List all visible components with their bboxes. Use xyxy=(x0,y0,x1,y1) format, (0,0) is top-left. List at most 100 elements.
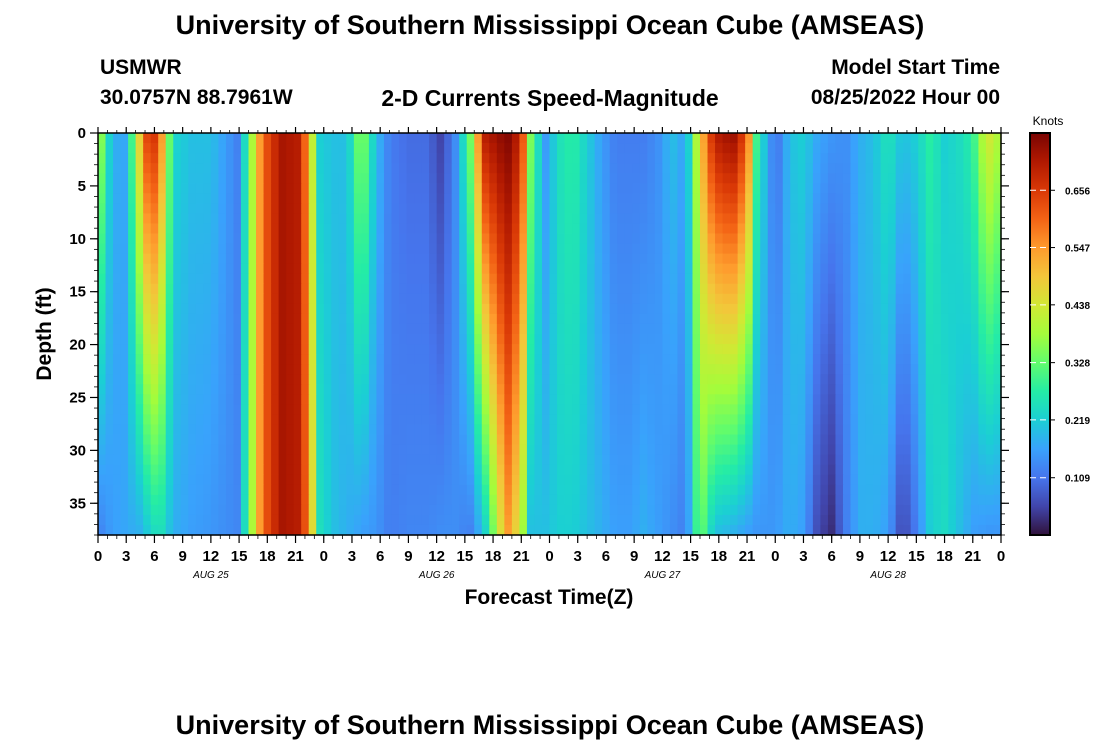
heatmap-cell xyxy=(346,394,355,405)
heatmap-cell xyxy=(489,504,498,516)
heatmap-cell xyxy=(873,494,882,506)
heatmap-cell xyxy=(842,484,852,496)
heatmap-cell xyxy=(248,484,257,496)
heatmap-cell xyxy=(271,313,280,325)
heatmap-cell xyxy=(376,344,385,355)
heatmap-cell xyxy=(790,344,799,355)
heatmap-cell xyxy=(113,364,122,375)
heatmap-cell xyxy=(692,374,701,385)
heatmap-cell xyxy=(602,494,611,506)
heatmap-cell xyxy=(835,173,844,184)
heatmap-cell xyxy=(233,364,242,375)
heatmap-cell xyxy=(489,323,498,335)
heatmap-cell xyxy=(970,524,980,536)
heatmap-cell xyxy=(707,394,716,405)
heatmap-cell xyxy=(647,424,656,436)
heatmap-cell xyxy=(286,464,295,476)
heatmap-cell xyxy=(180,334,189,345)
heatmap-cell xyxy=(248,253,257,265)
heatmap-cell xyxy=(353,384,362,395)
heatmap-cell xyxy=(511,213,521,225)
heatmap-cell xyxy=(286,203,295,214)
heatmap-cell xyxy=(338,173,347,184)
heatmap-cell xyxy=(526,313,536,325)
heatmap-cell xyxy=(760,293,769,305)
heatmap-cell xyxy=(797,223,806,235)
heatmap-cell xyxy=(955,233,964,245)
heatmap-cell xyxy=(399,273,408,285)
heatmap-cell xyxy=(301,133,310,144)
heatmap-cell xyxy=(98,183,107,194)
heatmap-cell xyxy=(865,283,874,295)
heatmap-cell xyxy=(218,253,227,265)
heatmap-cell xyxy=(963,243,972,255)
heatmap-cell xyxy=(481,283,490,295)
heatmap-cell xyxy=(647,193,656,204)
heatmap-cell xyxy=(609,464,618,476)
heatmap-cell xyxy=(993,414,1002,426)
heatmap-cell xyxy=(271,253,280,265)
heatmap-cell xyxy=(639,524,648,536)
heatmap-cell xyxy=(338,424,347,436)
heatmap-cell xyxy=(903,524,912,536)
heatmap-cell xyxy=(504,273,513,285)
heatmap-cell xyxy=(692,253,701,265)
heatmap-cell xyxy=(797,243,806,255)
heatmap-cell xyxy=(271,273,280,285)
heatmap-cell xyxy=(940,394,949,405)
heatmap-cell xyxy=(286,253,295,265)
heatmap-cell xyxy=(715,374,724,385)
heatmap-cell xyxy=(406,474,415,486)
heatmap-cell xyxy=(474,323,483,335)
heatmap-cell xyxy=(918,323,927,335)
heatmap-cell xyxy=(218,394,227,405)
heatmap-cell xyxy=(639,143,648,154)
heatmap-cell xyxy=(195,404,204,415)
heatmap-cell xyxy=(842,494,852,506)
heatmap-cell xyxy=(549,474,558,486)
heatmap-cell xyxy=(316,394,325,405)
heatmap-cell xyxy=(203,243,212,255)
heatmap-cell xyxy=(985,193,995,204)
heatmap-cell xyxy=(707,444,716,456)
heatmap-cell xyxy=(594,233,603,245)
heatmap-cell xyxy=(955,143,964,154)
heatmap-cell xyxy=(970,133,980,144)
heatmap-cell xyxy=(963,263,972,275)
heatmap-cell xyxy=(940,263,949,275)
heatmap-cell xyxy=(271,384,280,395)
heatmap-cell xyxy=(429,233,438,245)
heatmap-cell xyxy=(654,484,663,496)
heatmap-cell xyxy=(519,514,528,526)
heatmap-cell xyxy=(511,263,521,275)
heatmap-cell xyxy=(105,344,114,355)
heatmap-cell xyxy=(910,183,919,194)
heatmap-cell xyxy=(399,243,408,255)
heatmap-cell xyxy=(624,163,633,174)
heatmap-cell xyxy=(519,444,528,456)
heatmap-cell xyxy=(406,323,415,335)
heatmap-cell xyxy=(368,303,378,315)
heatmap-cell xyxy=(143,504,152,516)
heatmap-cell xyxy=(572,524,581,536)
heatmap-cell xyxy=(511,183,521,194)
heatmap-cell xyxy=(316,313,325,325)
heatmap-cell xyxy=(481,293,490,305)
heatmap-cell xyxy=(421,203,430,214)
heatmap-cell xyxy=(105,524,114,536)
heatmap-cell xyxy=(496,223,505,235)
heatmap-cell xyxy=(293,253,302,265)
heatmap-cell xyxy=(105,364,114,375)
heatmap-cell xyxy=(391,153,400,164)
heatmap-cell xyxy=(165,133,174,144)
heatmap-cell xyxy=(760,374,769,385)
heatmap-cell xyxy=(782,223,791,235)
heatmap-cell xyxy=(700,494,709,506)
heatmap-cell xyxy=(165,313,174,325)
heatmap-cell xyxy=(684,233,694,245)
heatmap-cell xyxy=(180,303,189,315)
heatmap-cell xyxy=(873,464,882,476)
heatmap-cell xyxy=(526,203,536,214)
heatmap-cell xyxy=(263,143,272,154)
heatmap-cell xyxy=(293,444,302,456)
